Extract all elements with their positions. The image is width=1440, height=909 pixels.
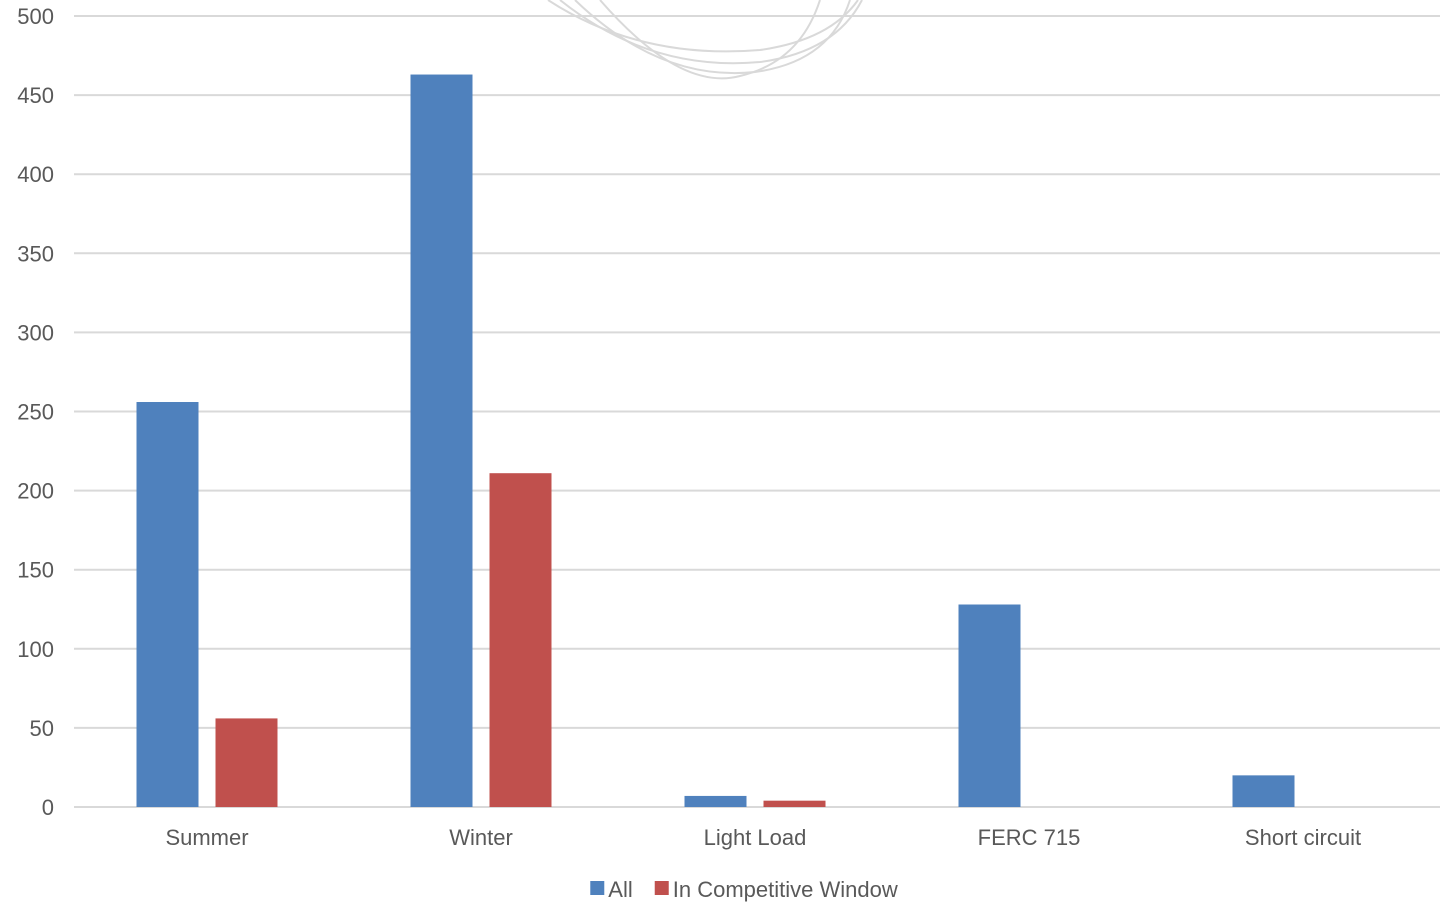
x-axis-labels: Summer Winter Light Load FERC 715 Short circ… [165,825,1361,850]
bar-all-winter [410,74,473,807]
watermark-logo [547,0,863,80]
y-tick-label: 0 [42,795,54,820]
legend-label: All [608,877,632,902]
bar-all-light-load [684,795,747,807]
legend-swatch [654,881,669,895]
y-tick-label: 500 [17,4,54,29]
y-tick-label: 250 [17,400,54,425]
x-tick-label: Summer [165,825,248,850]
gridlines [74,15,1440,808]
legend-item: All [590,877,633,902]
watermark-arc [574,0,851,75]
y-tick-label: 450 [17,83,54,108]
watermark-arc [599,0,821,80]
x-tick-label: FERC 715 [978,825,1081,850]
bars [136,74,1295,807]
watermark-arc [559,0,863,65]
bar-in-competitive-window-summer [215,718,278,807]
x-tick-label: Winter [449,825,513,850]
y-tick-label: 200 [17,479,54,504]
y-tick-label: 350 [17,241,54,266]
legend-label: In Competitive Window [673,877,898,902]
watermark-arc [547,0,859,53]
bar-all-short-circuit [1232,775,1295,807]
y-axis-ticks: 0 50 100 150 200 250 300 350 400 450 500 [17,4,54,820]
legend-swatch [590,881,605,895]
bar-in-competitive-window-light-load [763,800,826,807]
x-tick-label: Short circuit [1245,825,1361,850]
bar-in-competitive-window-winter [489,473,552,807]
y-tick-label: 150 [17,558,54,583]
legend-item: In Competitive Window [654,877,898,902]
x-tick-label: Light Load [704,825,807,850]
y-tick-label: 50 [30,716,54,741]
y-tick-label: 300 [17,320,54,345]
y-tick-label: 400 [17,162,54,187]
bar-all-summer [136,402,199,807]
legend: All In Competitive Window [590,877,898,902]
y-tick-label: 100 [17,637,54,662]
bar-all-ferc-715 [958,604,1021,807]
